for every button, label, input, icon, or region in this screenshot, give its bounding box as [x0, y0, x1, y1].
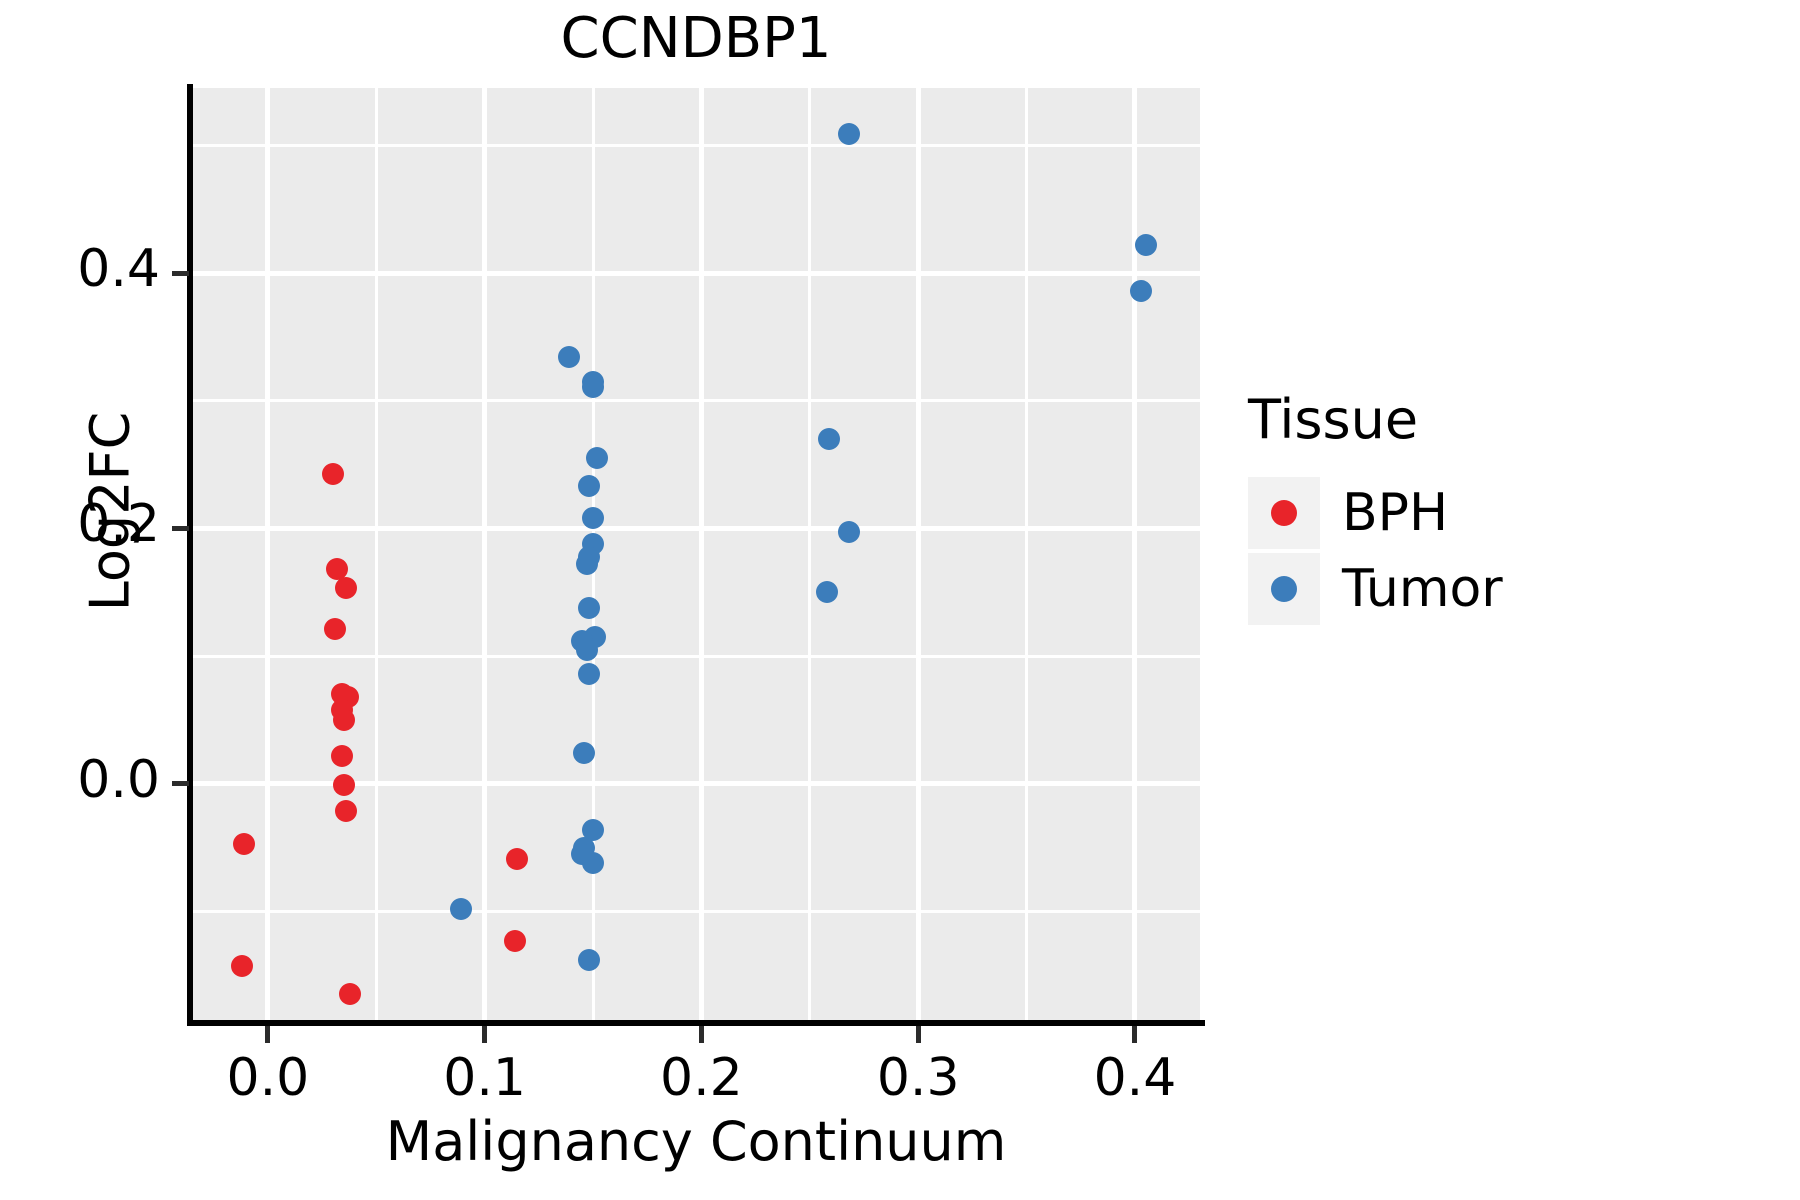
y-tick-label: 0.2 [77, 494, 160, 555]
gridline-minor-horizontal [192, 399, 1200, 403]
legend-entries: BPH Tumor [1248, 475, 1668, 627]
data-point [330, 744, 353, 767]
data-point [449, 897, 472, 920]
gridline-major-vertical [1132, 88, 1138, 1020]
legend-key-swatch [1248, 553, 1320, 625]
data-point [575, 553, 598, 576]
legend-label: Tumor [1342, 559, 1503, 619]
gridline-minor-horizontal [192, 909, 1200, 913]
gridline-major-vertical [915, 88, 921, 1020]
data-point [1134, 234, 1157, 257]
y-tick-label: 0.0 [77, 749, 160, 810]
data-point [332, 708, 355, 731]
circle-marker-icon [1271, 576, 1297, 602]
data-point [503, 929, 526, 952]
gridline-major-horizontal [192, 525, 1200, 531]
data-point [1130, 279, 1153, 302]
circle-marker-icon [1271, 500, 1297, 526]
y-axis-line [187, 84, 193, 1024]
x-tick-label: 0.0 [226, 1048, 310, 1108]
legend: Tissue BPH Tumor [1248, 388, 1668, 627]
data-point [582, 375, 605, 398]
y-tick-label: 0.4 [77, 239, 160, 300]
plot-panel [192, 88, 1200, 1020]
legend-entry-tumor[interactable]: Tumor [1248, 551, 1668, 627]
page-title: CCNDBP1 [560, 6, 832, 71]
data-point [233, 832, 256, 855]
gridline-major-vertical [265, 88, 271, 1020]
x-tick-mark [698, 1026, 704, 1043]
data-point [334, 799, 357, 822]
data-point [577, 475, 600, 498]
data-point [577, 948, 600, 971]
data-point [326, 558, 349, 581]
data-point [558, 346, 581, 369]
data-point [573, 742, 596, 765]
data-point [321, 462, 344, 485]
data-point [837, 521, 860, 544]
gridline-minor-horizontal [192, 143, 1200, 147]
legend-key-swatch [1248, 477, 1320, 549]
data-point [586, 447, 609, 470]
legend-entry-bph[interactable]: BPH [1248, 475, 1668, 551]
data-point [230, 955, 253, 978]
gridline-minor-vertical [808, 88, 812, 1020]
data-point [837, 122, 860, 145]
x-axis-label: Malignancy Continuum [385, 1110, 1007, 1173]
gridline-minor-horizontal [192, 654, 1200, 658]
data-point [324, 618, 347, 641]
data-point [816, 581, 839, 604]
x-tick-label: 0.4 [1093, 1048, 1177, 1108]
gridline-minor-vertical [374, 88, 378, 1020]
x-tick-label: 0.3 [876, 1048, 960, 1108]
x-axis-line [187, 1020, 1205, 1026]
data-point [334, 577, 357, 600]
gridline-major-vertical [698, 88, 704, 1020]
gridline-minor-vertical [1025, 88, 1029, 1020]
x-tick-mark [265, 1026, 271, 1043]
y-tick-mark [172, 270, 189, 276]
x-tick-label: 0.2 [660, 1048, 743, 1108]
data-point [575, 638, 598, 661]
data-point [818, 428, 841, 451]
data-point [339, 983, 362, 1006]
data-point [332, 774, 355, 797]
gridline-major-horizontal [192, 781, 1200, 787]
data-point [582, 851, 605, 874]
data-point [577, 663, 600, 685]
data-point [577, 596, 600, 619]
legend-title: Tissue [1248, 388, 1419, 451]
gridline-major-horizontal [192, 270, 1200, 276]
legend-label: BPH [1342, 483, 1449, 543]
gridline-major-vertical [482, 88, 488, 1020]
x-tick-label: 0.1 [443, 1048, 526, 1108]
x-tick-mark [482, 1026, 488, 1043]
data-point [582, 507, 605, 530]
y-axis-label: Log2FC [78, 411, 142, 612]
y-tick-mark [172, 781, 189, 787]
x-tick-mark [1132, 1026, 1138, 1043]
y-tick-mark [172, 525, 189, 531]
data-point [582, 818, 605, 841]
x-tick-mark [915, 1026, 921, 1043]
data-point [506, 848, 529, 871]
